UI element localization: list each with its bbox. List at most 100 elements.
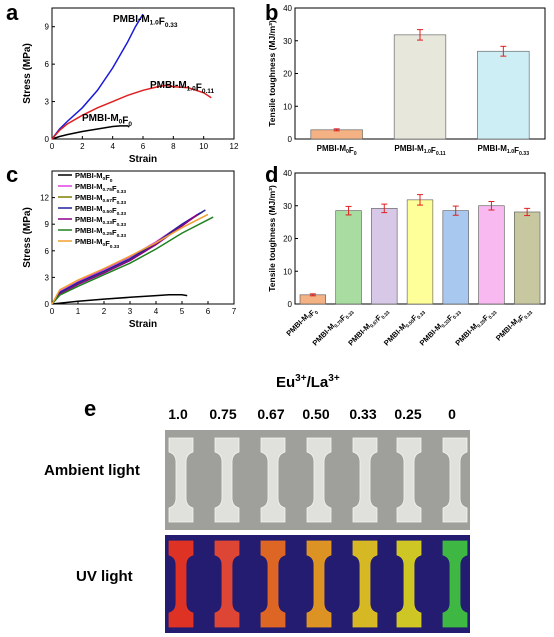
y-tick-label: 40 xyxy=(283,169,292,178)
x-tick-label: 6 xyxy=(141,142,146,151)
bar-2 xyxy=(371,208,398,305)
bar-3 xyxy=(406,199,434,305)
x-tick-label: 12 xyxy=(230,142,239,151)
x-tick-label: 1 xyxy=(76,307,81,316)
ratio-label-1: 0.75 xyxy=(209,406,237,422)
ambient-specimen-6 xyxy=(442,437,468,523)
bar-5 xyxy=(478,205,505,305)
bar-2 xyxy=(477,50,530,140)
ambient-specimen-5 xyxy=(396,437,422,523)
uv-specimen-0 xyxy=(168,540,194,628)
x-tick-label: 7 xyxy=(232,307,237,316)
x-tick-label: 10 xyxy=(199,142,208,151)
legend-label-2: PMBI-M0.67F0.33 xyxy=(75,193,126,206)
category-label-1: PMBI-M1.0F0.11 xyxy=(394,144,445,157)
series-line-2 xyxy=(51,84,212,140)
legend-label-3: PMBI-M0.50F0.33 xyxy=(75,204,126,217)
ratio-label-3: 0.50 xyxy=(302,406,330,422)
y-tick-label: 0 xyxy=(288,300,293,309)
ratio-label-6: 0 xyxy=(448,406,456,422)
y-tick-label: 0 xyxy=(45,135,50,144)
row-label-uv: UV light xyxy=(76,568,133,585)
bar-4 xyxy=(442,210,469,305)
legend-label-4: PMBI-M0.33F0.33 xyxy=(75,215,126,228)
series-line-3 xyxy=(51,209,206,305)
y-tick-label: 30 xyxy=(283,37,292,46)
legend-label-1: PMBI-M0.75F0.33 xyxy=(75,182,126,195)
category-label-2: PMBI-M1.0F0.33 xyxy=(478,144,530,157)
uv-specimen-6 xyxy=(442,540,468,628)
x-tick-label: 0 xyxy=(50,307,55,316)
category-label-6: PMBI-M0F0.33 xyxy=(494,305,535,346)
y-axis-label: Stress (MPa) xyxy=(22,43,33,104)
series-line-5 xyxy=(51,216,214,305)
uv-specimen-5 xyxy=(396,540,422,628)
y-tick-label: 6 xyxy=(45,247,50,256)
y-tick-label: 20 xyxy=(283,235,292,244)
bar-1 xyxy=(335,210,362,305)
y-tick-label: 12 xyxy=(40,194,49,203)
panel-label-c: c xyxy=(6,162,19,187)
x-tick-label: 0 xyxy=(50,142,55,151)
x-tick-label: 8 xyxy=(171,142,176,151)
ambient-specimen-1 xyxy=(214,437,240,523)
y-axis-label: Tensile toughness (MJ/m³) xyxy=(267,20,277,127)
bar-1 xyxy=(393,34,447,140)
row-label-ambient: Ambient light xyxy=(44,462,140,479)
legend-label-5: PMBI-M0.25F0.33 xyxy=(75,226,126,239)
ratio-label-0: 1.0 xyxy=(168,406,188,422)
x-tick-label: 4 xyxy=(110,142,115,151)
toughness-bar-chart-b: 0 10 20 30 40 Tensile toughness (MJ/m³) PMBI-M… xyxy=(267,4,546,157)
ambient-light-photo xyxy=(165,430,470,530)
uv-specimen-4 xyxy=(352,540,378,628)
series-line-6 xyxy=(51,213,209,305)
y-tick-label: 10 xyxy=(283,102,292,111)
annotation-red: PMBI-M1.0F0.11 xyxy=(150,80,215,95)
ratio-label-4: 0.33 xyxy=(349,406,377,422)
annotation-blue: PMBI-M1.0F0.33 xyxy=(113,14,178,29)
y-tick-label: 40 xyxy=(283,4,292,13)
series-line-0 xyxy=(51,125,130,140)
x-axis-label: Strain xyxy=(129,319,157,330)
y-axis-label: Tensile toughness (MJ/m³) xyxy=(267,185,277,292)
series-line-0 xyxy=(51,293,188,305)
x-tick-label: 2 xyxy=(102,307,107,316)
ambient-specimen-3 xyxy=(306,437,332,523)
uv-specimen-3 xyxy=(306,540,332,628)
legend-label-0: PMBI-M0F0 xyxy=(75,171,113,184)
ambient-specimen-4 xyxy=(352,437,378,523)
series-line-4 xyxy=(51,213,199,305)
ratio-label-2: 0.67 xyxy=(257,406,285,422)
ambient-specimen-2 xyxy=(260,437,286,523)
panel-label-d: d xyxy=(265,162,279,187)
y-tick-label: 3 xyxy=(45,273,50,282)
plot-frame xyxy=(51,7,235,140)
y-tick-label: 0 xyxy=(288,135,293,144)
y-tick-label: 9 xyxy=(45,220,50,229)
series-line-1 xyxy=(51,13,144,140)
x-tick-label: 3 xyxy=(128,307,133,316)
x-tick-label: 2 xyxy=(80,142,85,151)
y-tick-label: 3 xyxy=(45,98,50,107)
plot-frame xyxy=(51,170,235,305)
toughness-bar-chart-d: 0 10 20 30 40 Tensile toughness (MJ/m³) PMBI-M… xyxy=(267,169,546,347)
y-tick-label: 20 xyxy=(283,70,292,79)
x-tick-label: 6 xyxy=(206,307,211,316)
panel-label-b: b xyxy=(265,0,279,25)
ratio-label-5: 0.25 xyxy=(394,406,422,422)
panel-label-a: a xyxy=(6,0,19,25)
category-label-0: PMBI-M0F0 xyxy=(284,305,320,341)
annotation-black: PMBI-M0F0 xyxy=(82,113,132,128)
legend-label-6: PMBI-M0F0.33 xyxy=(75,237,120,250)
y-tick-label: 10 xyxy=(283,267,292,276)
bar-6 xyxy=(513,211,541,305)
y-tick-label: 9 xyxy=(45,23,50,32)
ratio-title: Eu3+/La3+ xyxy=(276,373,340,391)
panel-label-e: e xyxy=(84,396,97,421)
y-axis-label: Stress (MPa) xyxy=(22,207,33,268)
uv-light-photo xyxy=(165,535,470,633)
x-tick-label: 5 xyxy=(180,307,185,316)
y-tick-label: 0 xyxy=(45,300,50,309)
y-tick-label: 6 xyxy=(45,60,50,69)
